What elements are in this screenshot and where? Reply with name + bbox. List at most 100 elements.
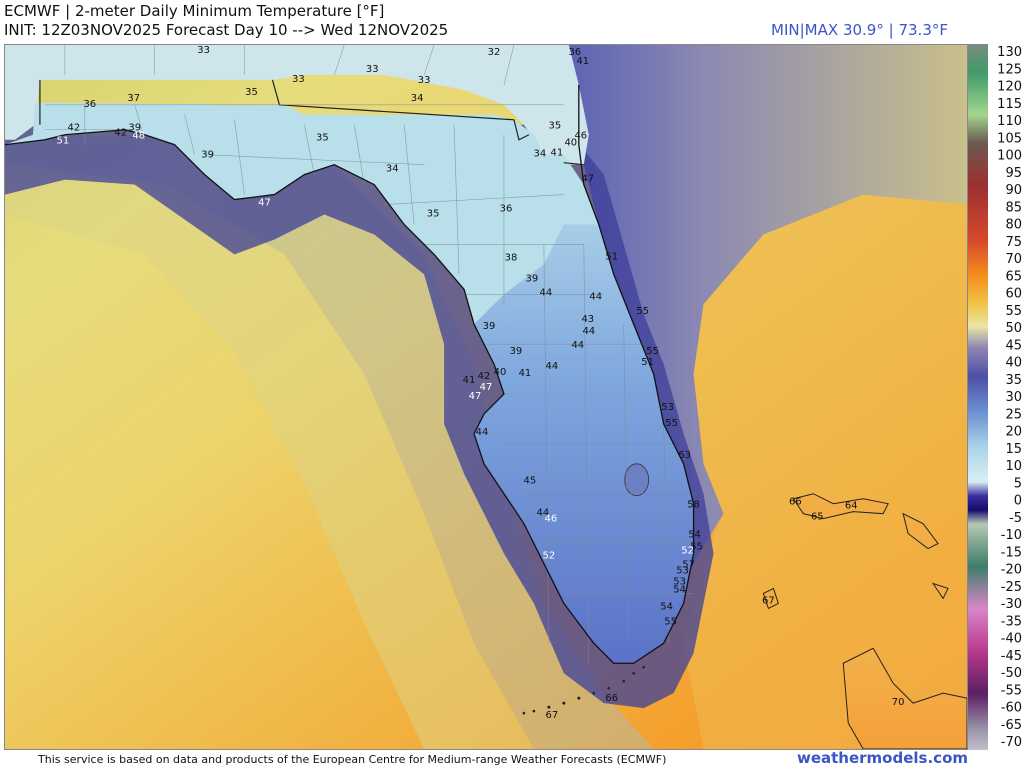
legend-tick-label: 5 (1014, 476, 1022, 491)
legend-tick-label: 45 (1005, 338, 1022, 353)
station-value: 42 (478, 371, 491, 382)
station-value: 44 (546, 361, 559, 372)
legend-tick-label: 120 (997, 80, 1022, 95)
legend-tick-label: 95 (1005, 166, 1022, 181)
legend-tick-label: 130 (997, 45, 1022, 60)
legend-tick-label: 30 (1005, 390, 1022, 405)
min-max-label: MIN|MAX (771, 21, 839, 39)
station-value: 33 (197, 45, 210, 56)
station-value: 44 (540, 287, 553, 298)
station-value: 38 (505, 252, 518, 263)
station-value: 47 (581, 174, 594, 185)
station-value: 65 (811, 512, 824, 523)
station-value: 39 (201, 150, 214, 161)
station-value: 40 (494, 367, 507, 378)
legend-tick-label: -30 (1001, 597, 1022, 612)
legend-tick-label: -70 (1001, 735, 1022, 750)
station-value: 53 (673, 576, 686, 587)
station-value: 53 (661, 402, 674, 413)
station-value: 35 (427, 209, 440, 220)
station-value: 53 (676, 566, 689, 577)
station-value: 55 (646, 346, 659, 357)
station-value: 47 (480, 382, 493, 393)
station-value: 66 (605, 693, 618, 704)
brand-link[interactable]: weathermodels.com (796, 749, 968, 767)
atlantic-warm-band (683, 194, 967, 749)
legend-tick-label: 115 (997, 97, 1022, 112)
min-value: 30.9° (842, 21, 884, 39)
station-value: 54 (660, 601, 673, 612)
legend-tick-label: -60 (1001, 701, 1022, 716)
station-value: 44 (582, 326, 595, 337)
station-value: 39 (510, 346, 523, 357)
station-value: 55 (690, 542, 703, 553)
legend-tick-label: 80 (1005, 218, 1022, 233)
station-value: 47 (469, 391, 482, 402)
station-value: 34 (411, 93, 424, 104)
station-value: 35 (316, 133, 329, 144)
legend-tick-label: -65 (1001, 718, 1022, 733)
florida-land (5, 102, 694, 664)
station-value: 40 (564, 138, 577, 149)
station-value: 48 (132, 131, 145, 142)
legend-tick-label: -50 (1001, 666, 1022, 681)
legend-tick-label: -20 (1001, 563, 1022, 578)
station-value: 36 (568, 47, 581, 58)
station-value: 54 (673, 584, 686, 595)
station-value: 52 (681, 546, 694, 557)
legend-tick-label: 105 (997, 131, 1022, 146)
legend-tick-label: 110 (997, 114, 1022, 129)
station-value: 44 (476, 427, 489, 438)
max-value: 73.3°F (898, 21, 948, 39)
station-value: 47 (258, 198, 271, 209)
legend-tick-label: 40 (1005, 356, 1022, 371)
station-value: 52 (543, 551, 556, 562)
station-value: 46 (574, 131, 587, 142)
attribution-text: This service is based on data and produc… (38, 753, 667, 766)
station-value: 41 (551, 148, 564, 159)
station-value: 39 (128, 123, 141, 134)
station-value: 67 (546, 710, 559, 721)
gulf-cool-band (5, 134, 654, 749)
station-value: 39 (483, 321, 496, 332)
county-lines (44, 45, 694, 664)
station-value: 34 (386, 164, 399, 175)
lake-okeechobee (624, 463, 650, 497)
station-value: 66 (789, 497, 802, 508)
init-line: INIT: 12Z03NOV2025 Forecast Day 10 --> W… (4, 21, 449, 39)
station-value: 57 (682, 560, 695, 571)
station-value: 44 (537, 508, 550, 519)
legend-ticks: 1301251201151101051009590858075706560555… (997, 45, 1022, 750)
legend-tick-label: 60 (1005, 287, 1022, 302)
station-value: 70 (892, 697, 905, 708)
legend-tick-label: 65 (1005, 269, 1022, 284)
bahamas-islands (762, 493, 949, 610)
station-value: 36 (83, 99, 96, 110)
station-value: 46 (545, 514, 558, 525)
station-value: 32 (488, 47, 501, 58)
station-value: 55 (665, 418, 678, 429)
station-value: 33 (366, 64, 379, 75)
legend-tick-label: 15 (1005, 442, 1022, 457)
cuba-land (842, 647, 967, 749)
legend-tick-label: 100 (997, 149, 1022, 164)
station-value: 42 (114, 128, 127, 139)
station-value: 41 (519, 368, 532, 379)
legend-tick-label: 20 (1005, 425, 1022, 440)
min-max-readout: MIN|MAX 30.9° | 73.3°F (771, 21, 948, 40)
legend-tick-label: 0 (1014, 494, 1022, 509)
station-value: 39 (526, 273, 539, 284)
station-value: 35 (245, 87, 258, 98)
legend-tick-label: 25 (1005, 407, 1022, 422)
station-value: 41 (576, 56, 589, 67)
station-value: 51 (57, 136, 70, 147)
station-value: 43 (581, 314, 594, 325)
station-value: 55 (636, 306, 649, 317)
station-value: 64 (845, 501, 858, 512)
station-value: 54 (688, 530, 701, 541)
legend-tick-label: 50 (1005, 321, 1022, 336)
station-value: 41 (463, 375, 476, 386)
legend-tick-label: -55 (1001, 683, 1022, 698)
legend-tick-label: -25 (1001, 580, 1022, 595)
